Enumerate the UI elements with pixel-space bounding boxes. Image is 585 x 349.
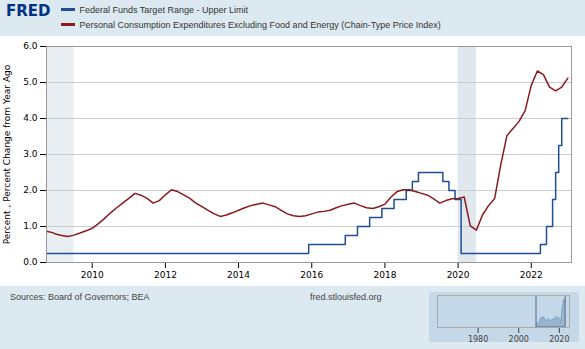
- html-text:Personal Consumption Expenditu: Personal Consumption Expenditures Exclud…: [79, 19, 441, 30]
- svg-text:2010: 2010: [81, 270, 104, 280]
- svg-text:Percent , Percent Change from: Percent , Percent Change from Year Ago: [2, 64, 12, 244]
- html-text:Sources: Board of Governors; B: Sources: Board of Governors; BEA: [10, 292, 150, 302]
- svg-text:6.0: 6.0: [23, 41, 38, 51]
- svg-text:2020: 2020: [447, 270, 470, 280]
- svg-text:2016: 2016: [300, 270, 323, 280]
- svg-text:2022: 2022: [520, 270, 543, 280]
- svg-text:2012: 2012: [154, 270, 177, 280]
- svg-text:2020: 2020: [549, 335, 569, 342]
- svg-text:5.0: 5.0: [23, 77, 38, 87]
- html-text:FRED: FRED: [6, 2, 51, 20]
- svg-text:2.0: 2.0: [23, 185, 38, 195]
- svg-text:2018: 2018: [373, 270, 396, 280]
- svg-text:2000: 2000: [509, 335, 529, 342]
- svg-text:2014: 2014: [227, 270, 250, 280]
- html-text:Federal Funds Target Range - U: Federal Funds Target Range - Upper Limit: [79, 4, 248, 15]
- svg-text:1.0: 1.0: [23, 221, 38, 231]
- svg-text:3.0: 3.0: [23, 149, 38, 159]
- svg-text:1980: 1980: [468, 335, 488, 342]
- html-text:fred.stlouisfed.org: fred.stlouisfed.org: [310, 292, 382, 302]
- svg-text:4.0: 4.0: [23, 113, 38, 123]
- svg-text:0.0: 0.0: [23, 257, 38, 267]
